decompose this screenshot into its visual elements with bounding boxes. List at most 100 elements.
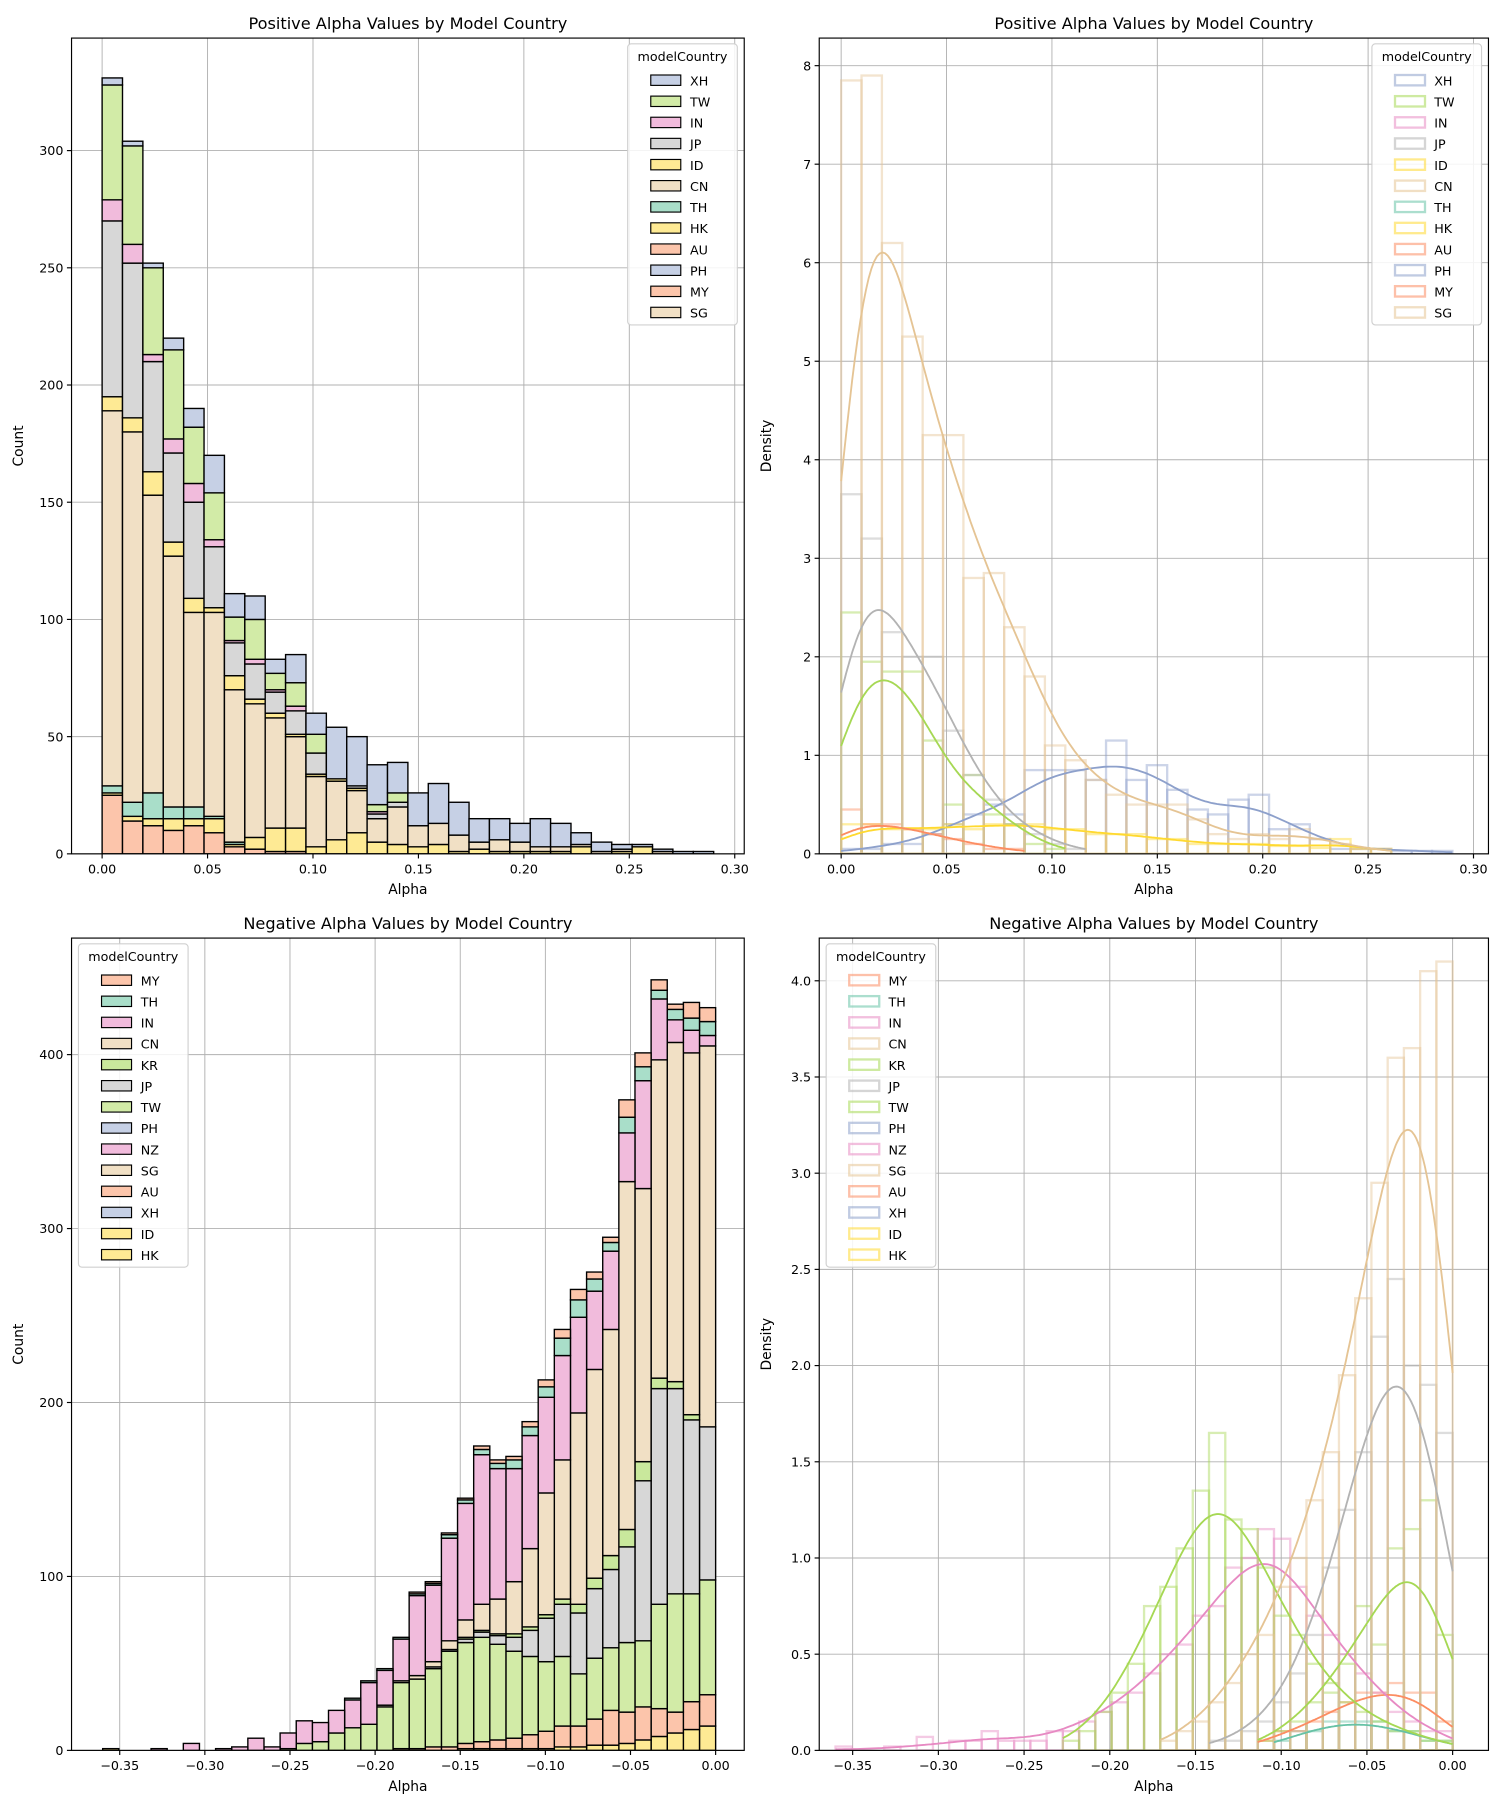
bar-tw bbox=[489, 1643, 507, 1741]
bar-xh bbox=[284, 653, 307, 684]
legend-swatch-sg bbox=[100, 1164, 133, 1177]
bar-xh bbox=[447, 801, 470, 836]
x-axis-label: Alpha bbox=[1134, 882, 1173, 898]
y-tick-label: 1.5 bbox=[791, 1454, 811, 1469]
legend-swatch-au bbox=[100, 1185, 133, 1198]
bar-th bbox=[585, 1278, 604, 1292]
bar-au bbox=[244, 848, 266, 854]
bar-in bbox=[569, 1316, 588, 1414]
plot-area bbox=[101, 77, 715, 854]
bar-th bbox=[602, 1241, 620, 1252]
legend-title: modelCountry bbox=[836, 949, 926, 964]
plot-area bbox=[101, 979, 717, 1751]
hist-bar-cn bbox=[941, 433, 965, 854]
bar-jp bbox=[505, 1636, 523, 1652]
bar-jp bbox=[223, 642, 246, 677]
hist-bar-jp bbox=[1370, 1335, 1389, 1751]
kde-line-cn bbox=[840, 251, 1392, 852]
bar-cn bbox=[142, 494, 164, 794]
y-tick-label: 100 bbox=[39, 1569, 63, 1584]
bar-cn bbox=[325, 780, 348, 841]
legend-swatch-sg bbox=[650, 306, 682, 319]
legend-label-ph: PH bbox=[1434, 263, 1451, 278]
bar-cn bbox=[489, 1598, 507, 1635]
bar-in bbox=[244, 658, 266, 665]
hist-bar-cn bbox=[1370, 1181, 1389, 1751]
y-tick-label: 0 bbox=[803, 846, 811, 861]
hist-bar-tw bbox=[1321, 1691, 1341, 1751]
y-tick-label: 5 bbox=[803, 354, 811, 369]
hist-bar-cn bbox=[1227, 837, 1250, 854]
legend-label-hk: HK bbox=[690, 221, 709, 236]
bar-id bbox=[162, 541, 185, 557]
plot-area bbox=[834, 960, 1454, 1751]
y-tick-label: 0 bbox=[55, 1743, 63, 1758]
legend-swatch-my bbox=[100, 974, 133, 986]
y-tick-label: 2.0 bbox=[791, 1358, 811, 1373]
legend-swatch-in bbox=[650, 116, 682, 129]
bar-th bbox=[553, 1337, 572, 1357]
hist-bar-tw bbox=[1061, 1739, 1081, 1751]
x-tick-label: −0.25 bbox=[271, 1758, 310, 1773]
bar-th bbox=[142, 792, 164, 820]
x-tick-label: 0.25 bbox=[1354, 861, 1382, 876]
bar-in bbox=[121, 243, 144, 264]
bar-xh bbox=[162, 337, 185, 351]
bar-cn bbox=[447, 834, 470, 853]
legend-swatch-au bbox=[1393, 242, 1427, 256]
bar-hk bbox=[121, 815, 144, 822]
x-tick-label: 0.10 bbox=[1038, 861, 1066, 876]
bar-th bbox=[343, 1697, 362, 1701]
x-tick-label: −0.15 bbox=[441, 1758, 480, 1773]
chart-title: Positive Alpha Values by Model Country bbox=[248, 14, 567, 33]
legend-swatch-cn bbox=[650, 179, 682, 192]
bar-jp bbox=[472, 1631, 491, 1639]
bar-au bbox=[666, 1711, 685, 1734]
hist-bar-hk bbox=[1186, 842, 1210, 854]
legend-swatch-id bbox=[100, 1227, 133, 1240]
bar-in bbox=[360, 1681, 378, 1725]
legend-swatch-au bbox=[650, 243, 682, 255]
hist-bar-xh bbox=[962, 813, 985, 854]
legend-swatch-jp bbox=[100, 1080, 133, 1092]
kde-line-jp bbox=[1208, 1385, 1454, 1745]
bar-in bbox=[666, 1019, 685, 1044]
bar-jp bbox=[182, 501, 205, 600]
hist-bar-hk bbox=[1125, 832, 1148, 854]
legend-label-ph: PH bbox=[690, 263, 707, 278]
bar-xh bbox=[182, 407, 205, 428]
legend-label-th: TH bbox=[887, 995, 905, 1010]
bar-jp bbox=[244, 663, 266, 700]
legend-swatch-ph bbox=[650, 264, 682, 276]
y-tick-label: 4.0 bbox=[791, 973, 811, 988]
bar-kr bbox=[602, 1554, 620, 1571]
bar-jp bbox=[618, 1546, 636, 1644]
bar-cn bbox=[505, 1580, 523, 1635]
bar-cn bbox=[182, 611, 205, 808]
hist-bar-jp bbox=[1289, 1672, 1308, 1751]
legend-label-cn: CN bbox=[141, 1037, 159, 1052]
bar-au bbox=[698, 1694, 717, 1727]
axes-frame bbox=[70, 937, 745, 1751]
legend-swatch-xh bbox=[1393, 73, 1427, 87]
bar-tw bbox=[162, 349, 185, 440]
hist-bar-tw bbox=[1272, 1614, 1292, 1751]
bar-cn bbox=[618, 1180, 636, 1531]
legend-title: modelCountry bbox=[1382, 49, 1472, 64]
bar-xh bbox=[611, 843, 633, 850]
axes-frame bbox=[818, 937, 1490, 1751]
bar-tw bbox=[553, 1655, 572, 1727]
bar-tw bbox=[376, 1706, 394, 1751]
bar-hk bbox=[386, 843, 409, 854]
bar-tw bbox=[182, 426, 205, 485]
bar-th bbox=[569, 1299, 588, 1318]
bar-my bbox=[585, 1271, 604, 1280]
bar-cn bbox=[264, 717, 287, 829]
bar-cn bbox=[698, 1045, 717, 1428]
bar-hk bbox=[602, 1744, 620, 1751]
x-axis-label: Alpha bbox=[388, 1779, 427, 1795]
bar-kr bbox=[585, 1577, 604, 1590]
legend-swatch-tw bbox=[1393, 94, 1427, 108]
legend-label-xh: XH bbox=[1434, 73, 1452, 88]
hist-bar-au bbox=[921, 832, 945, 854]
